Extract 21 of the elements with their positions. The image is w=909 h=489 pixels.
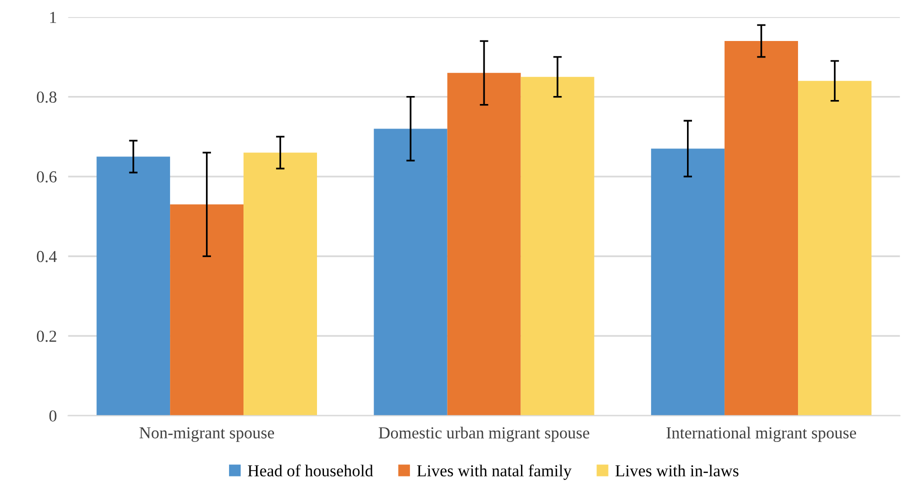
legend-label: Lives with in-laws — [615, 464, 738, 476]
x-tick-label: Domestic urban migrant spouse — [378, 426, 590, 442]
bar — [170, 204, 244, 416]
y-tick-label: 0.6 — [36, 171, 57, 183]
bar — [798, 80, 872, 416]
bar — [724, 41, 798, 416]
x-tick-label: Non-migrant spouse — [139, 427, 274, 442]
legend-label: Head of household — [248, 464, 374, 476]
bar — [447, 72, 521, 416]
legend-label: Lives with natal family — [417, 464, 572, 480]
y-tick-label: 0.4 — [36, 250, 57, 262]
bar — [374, 128, 448, 416]
x-tick-label: International migrant spouse — [666, 426, 856, 442]
bar — [651, 148, 725, 416]
y-tick-label: 0.8 — [36, 92, 56, 103]
y-tick-label: 0 — [49, 410, 56, 422]
y-tick-label: 0.2 — [36, 330, 56, 342]
bar — [96, 156, 170, 416]
bar — [244, 152, 317, 416]
bar — [520, 76, 594, 416]
y-tick-label: 1 — [50, 12, 56, 23]
